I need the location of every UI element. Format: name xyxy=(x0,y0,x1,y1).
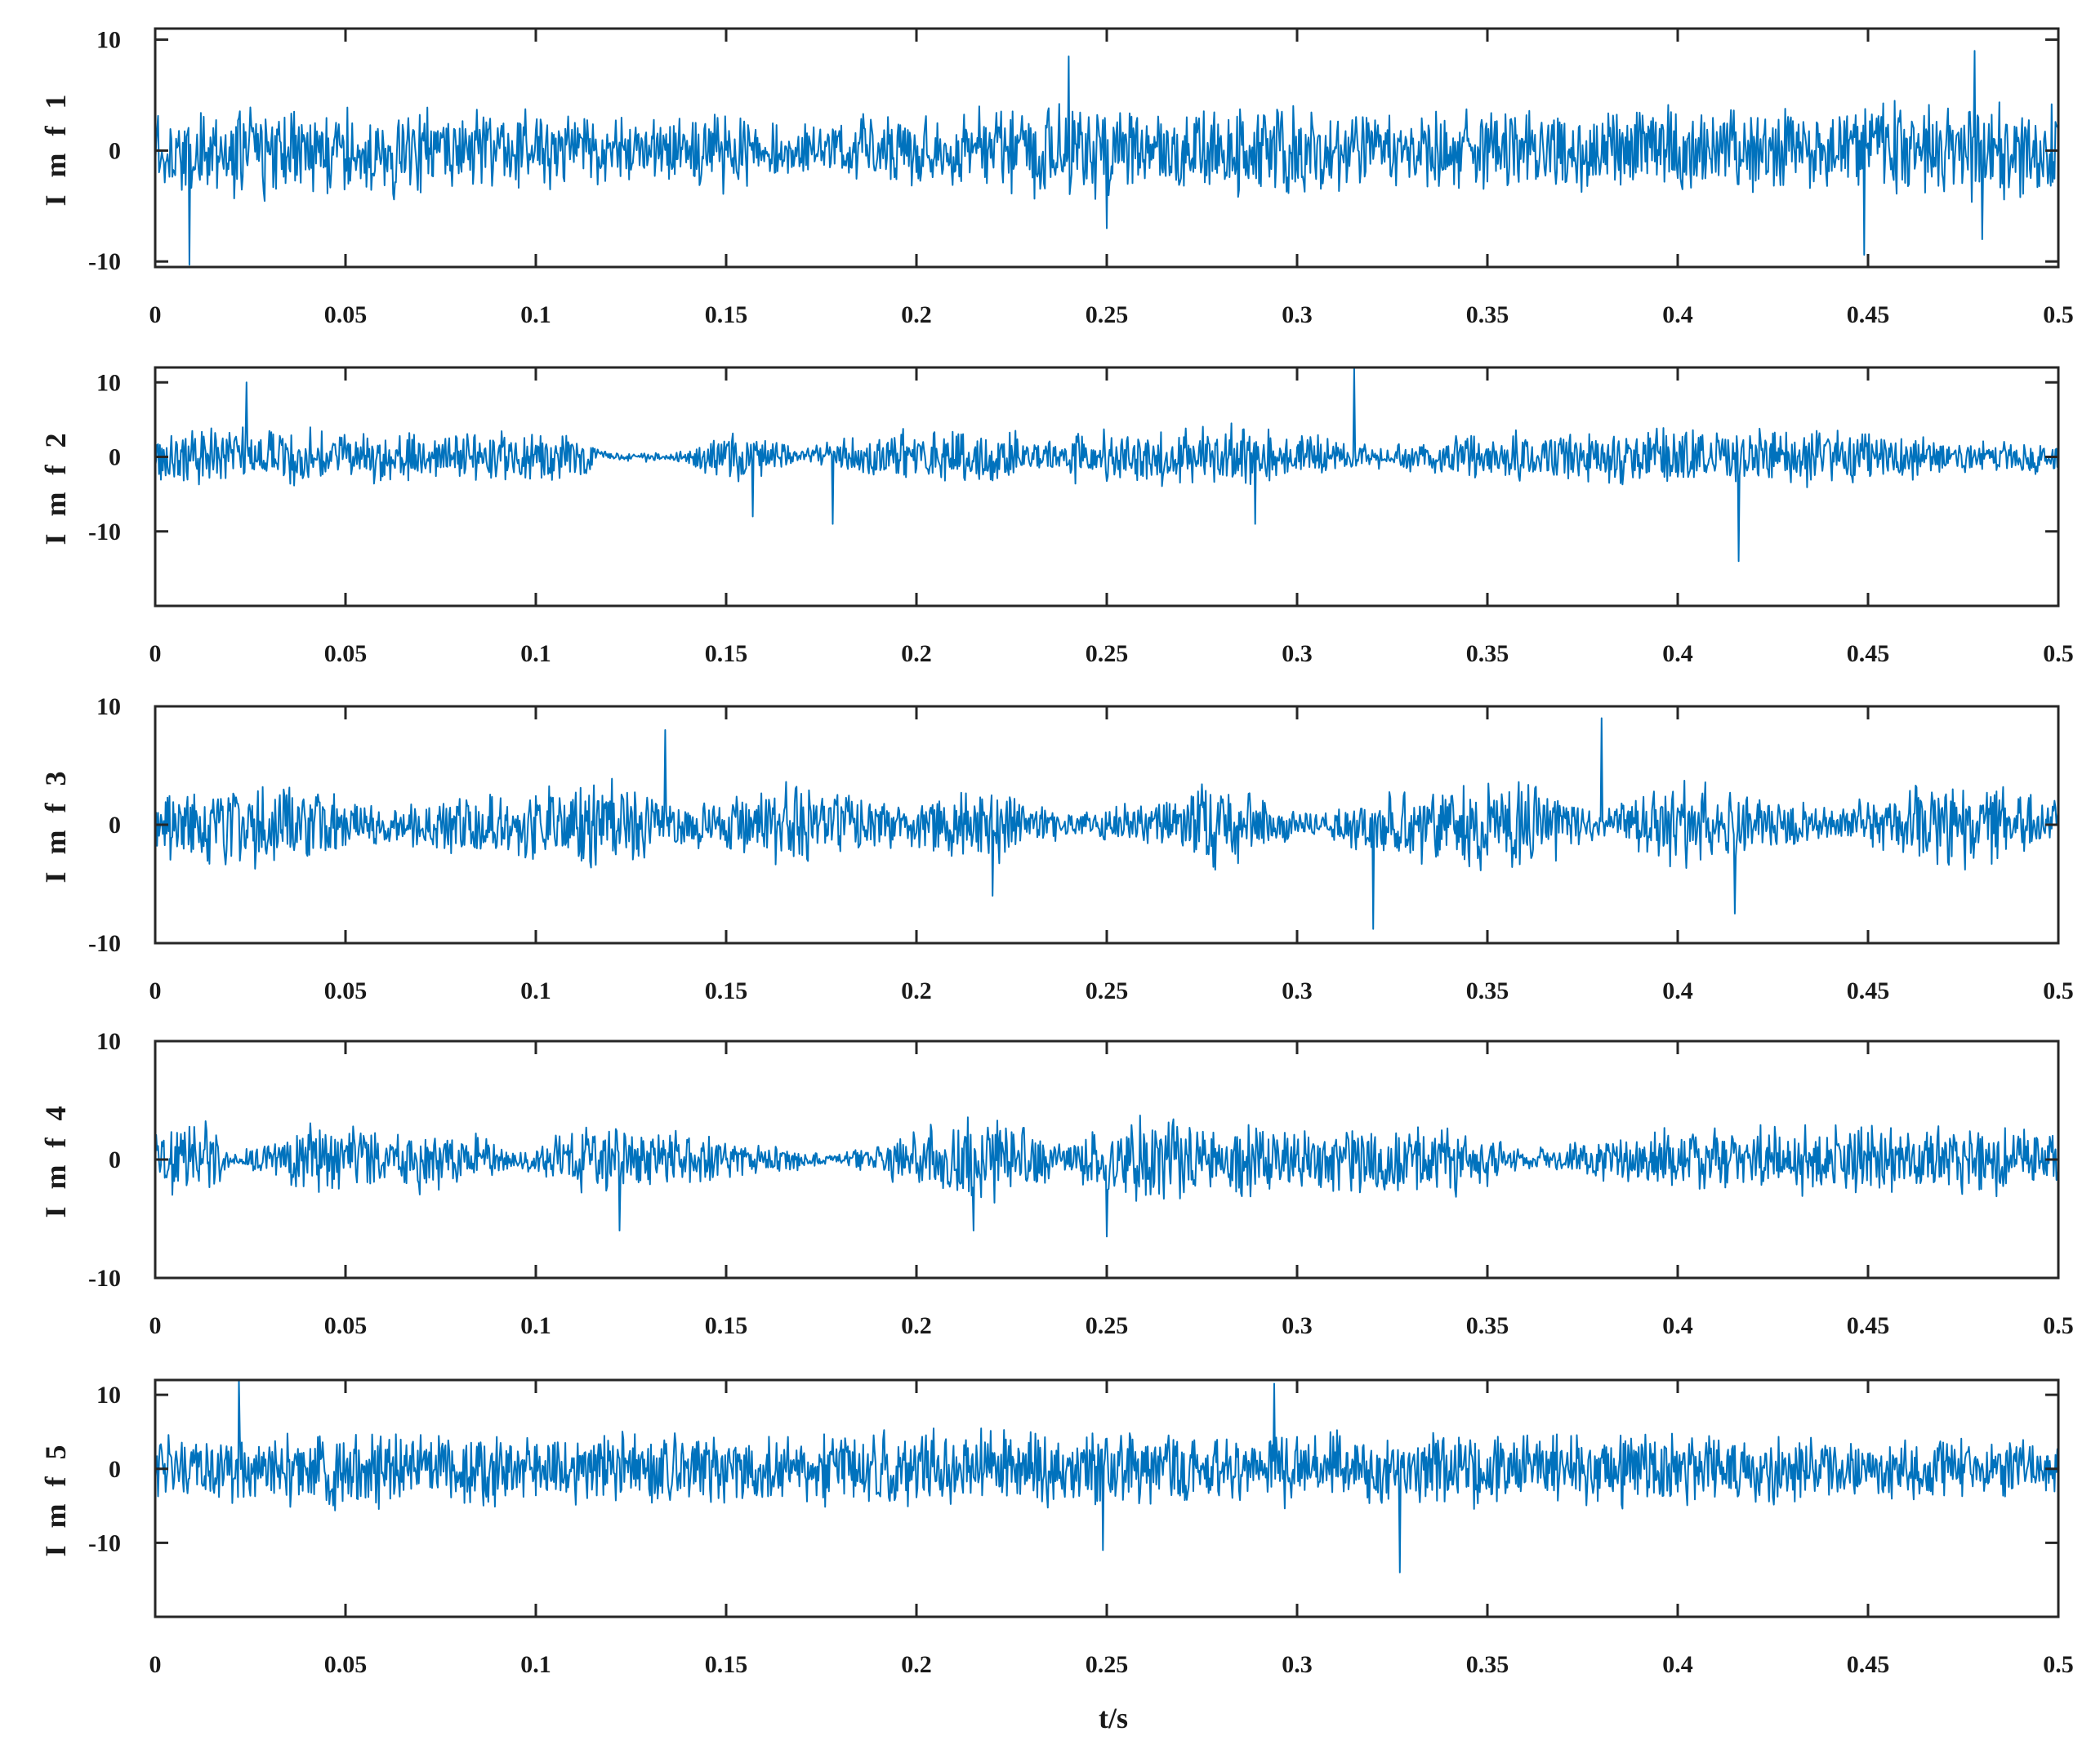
x-tick-label: 0.3 xyxy=(1282,640,1313,667)
x-tick-label: 0.1 xyxy=(520,977,551,1004)
x-tick-label: 0 xyxy=(149,1651,162,1678)
x-tick-label: 0.4 xyxy=(1662,301,1693,328)
y-tick-label: -10 xyxy=(88,248,121,275)
axes-frame xyxy=(154,366,2060,608)
x-tick-label: 0.25 xyxy=(1086,1312,1129,1339)
x-tick-label: 0.15 xyxy=(705,301,748,328)
y-tick-label: 0 xyxy=(109,137,121,164)
y-tick-label: 10 xyxy=(96,1382,121,1409)
x-tick-label: 0.5 xyxy=(2043,1312,2074,1339)
x-tick-label: 0.45 xyxy=(1847,977,1890,1004)
x-tick-label: 0.2 xyxy=(901,1651,932,1678)
y-tick-label: 0 xyxy=(109,444,121,471)
subplot-imf-3: 0 0.05 0.1 0.15 0.2 0.25 0.3 0.35 0.4 0.45 0.5 -10 0… xyxy=(39,693,2074,1004)
y-tick-label: 10 xyxy=(96,693,121,720)
y-tick-label: 0 xyxy=(109,1456,121,1483)
x-tick-label: 0.1 xyxy=(520,301,551,328)
y-axis-label: I m f 1 xyxy=(39,90,72,207)
subplot-imf-1: 0 0.05 0.1 0.15 0.2 0.25 0.3 0.35 0.4 0.45 0.5 -10 0… xyxy=(39,27,2074,328)
x-tick-label: 0.45 xyxy=(1847,301,1890,328)
x-tick-label: 0.1 xyxy=(520,1312,551,1339)
x-tick-label: 0.25 xyxy=(1086,640,1129,667)
x-tick-label: 0.05 xyxy=(324,1651,368,1678)
imf-4-signal-line xyxy=(154,1115,2059,1238)
subplot-imf-4: 0 0.05 0.1 0.15 0.2 0.25 0.3 0.35 0.4 0.45 0.5 -10 0… xyxy=(39,1028,2074,1339)
x-tick-label: 0.05 xyxy=(324,1312,368,1339)
subplot-imf-5: 0 0.05 0.1 0.15 0.2 0.25 0.3 0.35 0.4 0.45 0.5 -10 0… xyxy=(39,1378,2074,1678)
x-tick-label: 0.5 xyxy=(2043,640,2074,667)
x-tick-label: 0.45 xyxy=(1847,1312,1890,1339)
x-tick-label: 0.05 xyxy=(324,640,368,667)
x-tick-label: 0.4 xyxy=(1662,977,1693,1004)
y-tick-label: 10 xyxy=(96,369,121,396)
x-tick-label: 0.45 xyxy=(1847,1651,1890,1678)
x-tick-label: 0.25 xyxy=(1086,977,1129,1004)
y-tick-label: 0 xyxy=(109,812,121,839)
x-tick-label: 0.35 xyxy=(1466,640,1509,667)
x-tick-label: 0.3 xyxy=(1282,977,1313,1004)
x-tick-label: 0.35 xyxy=(1466,301,1509,328)
y-tick-label: -10 xyxy=(88,519,121,545)
imf-2-signal-line xyxy=(154,367,2059,563)
y-axis-label: I m f 5 xyxy=(39,1440,72,1557)
y-tick-label: 10 xyxy=(96,1028,121,1055)
x-tick-label: 0.1 xyxy=(520,640,551,667)
x-tick-label: 0.35 xyxy=(1466,1312,1509,1339)
x-tick-label: 0.25 xyxy=(1086,301,1129,328)
y-tick-label: 10 xyxy=(96,27,121,54)
x-tick-label: 0.3 xyxy=(1282,301,1313,328)
x-tick-label: 0 xyxy=(149,640,162,667)
x-tick-label: 0.3 xyxy=(1282,1312,1313,1339)
x-tick-label: 0.05 xyxy=(324,301,368,328)
x-tick-label: 0.15 xyxy=(705,1651,748,1678)
y-axis-label: I m f 3 xyxy=(39,767,72,884)
imf-3-signal-line xyxy=(154,717,2059,930)
x-axis-label: t/s xyxy=(1099,1702,1128,1734)
x-tick-label: 0.25 xyxy=(1086,1651,1129,1678)
x-tick-label: 0.35 xyxy=(1466,977,1509,1004)
x-tick-label: 0.5 xyxy=(2043,301,2074,328)
imf-1-signal-line xyxy=(154,50,2059,266)
x-tick-label: 0 xyxy=(149,977,162,1004)
x-tick-label: 0.4 xyxy=(1662,1312,1693,1339)
subplot-stack: 0 0.05 0.1 0.15 0.2 0.25 0.3 0.35 0.4 0.45 0.5 -10 0… xyxy=(39,27,2074,1678)
y-axis-label: I m f 4 xyxy=(39,1102,72,1218)
x-tick-label: 0.4 xyxy=(1662,640,1693,667)
x-tick-label: 0.2 xyxy=(901,640,932,667)
subplot-imf-2: 0 0.05 0.1 0.15 0.2 0.25 0.3 0.35 0.4 0.45 0.5 -10 0… xyxy=(39,366,2074,667)
x-tick-label: 0 xyxy=(149,1312,162,1339)
x-tick-label: 0.15 xyxy=(705,640,748,667)
imf-5-signal-line xyxy=(154,1379,2059,1574)
x-tick-label: 0.05 xyxy=(324,977,368,1004)
x-tick-label: 0.15 xyxy=(705,977,748,1004)
x-tick-label: 0.5 xyxy=(2043,1651,2074,1678)
x-tick-label: 0.2 xyxy=(901,977,932,1004)
x-tick-label: 0.1 xyxy=(520,1651,551,1678)
x-tick-label: 0.2 xyxy=(901,1312,932,1339)
y-tick-label: -10 xyxy=(88,930,121,957)
x-tick-label: 0.5 xyxy=(2043,977,2074,1004)
x-tick-label: 0.35 xyxy=(1466,1651,1509,1678)
x-tick-label: 0.15 xyxy=(705,1312,748,1339)
y-tick-label: -10 xyxy=(88,1529,121,1556)
x-tick-label: 0.3 xyxy=(1282,1651,1313,1678)
x-tick-label: 0.45 xyxy=(1847,640,1890,667)
y-tick-label: 0 xyxy=(109,1146,121,1173)
x-tick-label: 0.2 xyxy=(901,301,932,328)
x-tick-label: 0 xyxy=(149,301,162,328)
y-tick-label: -10 xyxy=(88,1265,121,1292)
x-tick-label: 0.4 xyxy=(1662,1651,1693,1678)
y-axis-label: I m f 2 xyxy=(39,429,72,545)
